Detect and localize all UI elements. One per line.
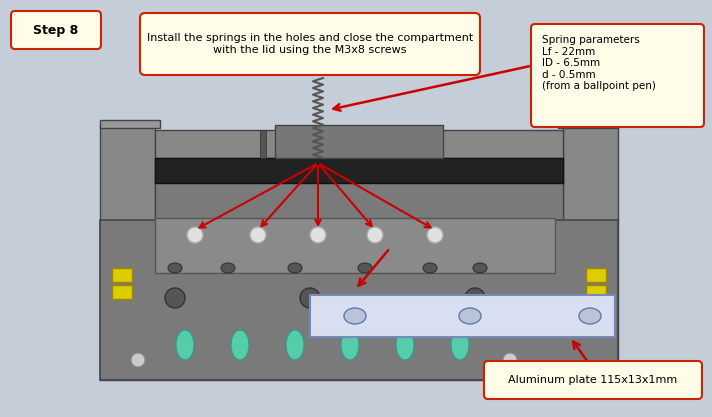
Bar — [260, 130, 266, 158]
Circle shape — [503, 353, 517, 367]
Ellipse shape — [396, 330, 414, 360]
Bar — [100, 120, 160, 128]
Ellipse shape — [344, 308, 366, 324]
FancyBboxPatch shape — [484, 361, 702, 399]
Bar — [422, 130, 428, 158]
Bar — [558, 120, 618, 128]
FancyBboxPatch shape — [531, 24, 704, 127]
Ellipse shape — [286, 330, 304, 360]
Ellipse shape — [451, 330, 469, 360]
Circle shape — [250, 227, 266, 243]
Bar — [112, 268, 132, 282]
Bar — [310, 295, 615, 337]
Bar — [586, 285, 606, 299]
Ellipse shape — [231, 330, 249, 360]
Bar — [586, 268, 606, 282]
Bar — [112, 285, 132, 299]
Ellipse shape — [168, 263, 182, 273]
Text: Step 8: Step 8 — [33, 23, 78, 37]
Bar — [318, 130, 324, 158]
Ellipse shape — [459, 308, 481, 324]
Bar — [370, 130, 376, 158]
Bar — [155, 158, 563, 183]
Circle shape — [427, 227, 443, 243]
Circle shape — [310, 227, 326, 243]
Ellipse shape — [579, 308, 601, 324]
FancyBboxPatch shape — [140, 13, 480, 75]
Ellipse shape — [473, 263, 487, 273]
Circle shape — [465, 288, 485, 308]
Circle shape — [300, 288, 320, 308]
Circle shape — [165, 288, 185, 308]
Ellipse shape — [341, 330, 359, 360]
Text: Install the springs in the holes and close the compartment
with the lid using th: Install the springs in the holes and clo… — [147, 33, 473, 55]
Bar — [563, 125, 618, 380]
Bar — [155, 218, 555, 273]
Ellipse shape — [176, 330, 194, 360]
Circle shape — [367, 227, 383, 243]
Ellipse shape — [221, 263, 235, 273]
Bar — [275, 125, 443, 158]
Ellipse shape — [358, 263, 372, 273]
Bar — [100, 125, 155, 380]
Ellipse shape — [288, 263, 302, 273]
FancyBboxPatch shape — [11, 11, 101, 49]
Bar — [155, 130, 563, 158]
Bar — [100, 220, 618, 380]
Ellipse shape — [423, 263, 437, 273]
Circle shape — [131, 353, 145, 367]
Text: Spring parameters
Lf - 22mm
ID - 6.5mm
d - 0.5mm
(from a ballpoint pen): Spring parameters Lf - 22mm ID - 6.5mm d… — [542, 35, 656, 91]
Text: Aluminum plate 115x13x1mm: Aluminum plate 115x13x1mm — [508, 375, 678, 385]
Circle shape — [187, 227, 203, 243]
Bar — [155, 158, 563, 380]
